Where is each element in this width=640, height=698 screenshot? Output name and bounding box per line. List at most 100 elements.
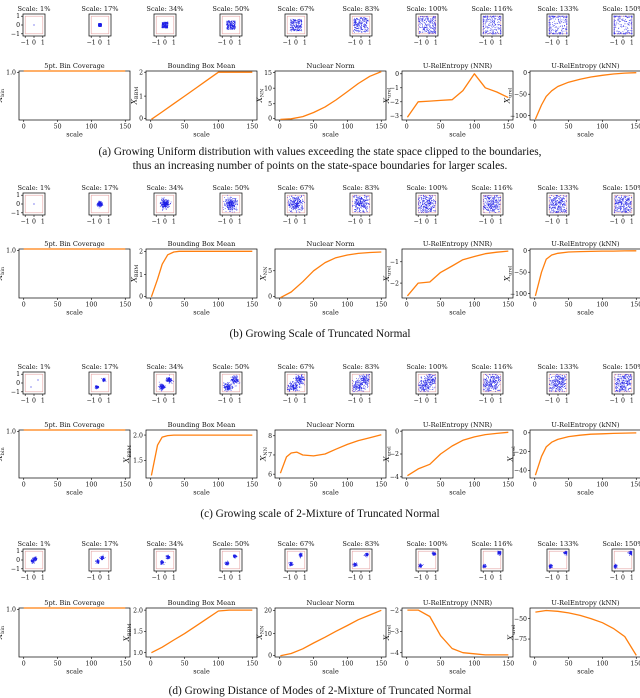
scatter-point <box>365 18 366 19</box>
scatter-point <box>555 200 556 201</box>
scatter-point <box>421 16 422 17</box>
scatter-point <box>298 207 299 208</box>
scatter-point <box>495 29 496 30</box>
scatter-point <box>361 199 362 200</box>
scatter-point <box>558 33 559 34</box>
scatter-point <box>101 378 102 379</box>
scatter-point <box>353 30 354 31</box>
scatter-point <box>369 203 370 204</box>
scatter-point <box>419 31 420 32</box>
y-axis-label: XNN <box>258 266 269 282</box>
scatter-point <box>293 20 294 21</box>
scatter-point <box>291 200 292 201</box>
scatter-point <box>426 24 427 25</box>
scatter-point <box>291 29 292 30</box>
scatter-point <box>428 209 429 210</box>
x-tick-label: −1 <box>152 40 161 47</box>
scatter-point <box>562 25 563 26</box>
scatter-point <box>495 16 496 17</box>
scatter-point <box>620 206 621 207</box>
scatter-point <box>553 212 554 213</box>
y-tick-label: 1.0 <box>6 70 16 77</box>
scatter-point <box>366 210 367 211</box>
x-tick-label: 1 <box>368 219 372 226</box>
line-chart: U-RelEntropy (kNN)050100150scale−100−500… <box>503 240 640 317</box>
scatter-point <box>495 206 496 207</box>
scatter-point <box>499 17 500 18</box>
scatter-point <box>163 198 164 199</box>
scatter-point <box>552 199 553 200</box>
scatter-point <box>493 209 494 210</box>
scatter-point <box>500 20 501 21</box>
scatter-point <box>621 19 622 20</box>
scatter-point <box>484 28 485 29</box>
scatter-point <box>293 23 294 24</box>
scatter-point <box>227 204 228 205</box>
scatter-point <box>620 208 621 209</box>
scatter-point <box>293 29 294 30</box>
scatter-point <box>614 21 615 22</box>
scatter-point <box>556 196 557 197</box>
scatter-point <box>34 204 35 205</box>
scatter-point <box>296 20 297 21</box>
scatter-point <box>493 17 494 18</box>
scatter-point <box>297 206 298 207</box>
scatter-point <box>356 18 357 19</box>
scatter-point <box>625 197 626 198</box>
scatter-point <box>618 28 619 29</box>
scatter-point <box>620 204 621 205</box>
scatter-point <box>428 200 429 201</box>
scatter-point <box>229 202 230 203</box>
scatter-point <box>435 32 436 33</box>
scatter-point <box>563 210 564 211</box>
scatter-point <box>231 25 232 26</box>
scatter-point <box>618 33 619 34</box>
scatter-point <box>359 211 360 212</box>
scatter-point <box>433 210 434 211</box>
scatter-point <box>559 211 560 212</box>
scatter-point <box>367 200 368 201</box>
scatter-point <box>495 24 496 25</box>
scatter-point <box>549 209 550 210</box>
scatter-point <box>235 204 236 205</box>
scatter-point <box>549 17 550 18</box>
scatter-point <box>354 21 355 22</box>
scatter-point <box>162 23 163 24</box>
scatter-point <box>621 206 622 207</box>
scatter-point <box>550 27 551 28</box>
scatter-point <box>292 205 293 206</box>
scatter-point <box>499 211 500 212</box>
scatter-point <box>298 203 299 204</box>
scatter-point <box>363 206 364 207</box>
scatter-point <box>356 205 357 206</box>
scatter-point <box>552 207 553 208</box>
scatter-point <box>292 29 293 30</box>
scatter-point <box>628 200 629 201</box>
scatter-point <box>558 201 559 202</box>
scatter-point <box>496 212 497 213</box>
scatter-point <box>617 209 618 210</box>
scatter-point <box>621 16 622 17</box>
scatter-point <box>231 201 232 202</box>
scatter-point <box>422 24 423 25</box>
scatter-point <box>624 26 625 27</box>
scatter-point <box>563 16 564 17</box>
scatter-point <box>495 200 496 201</box>
scatter-point <box>431 203 432 204</box>
scatter-point <box>566 17 567 18</box>
scatter-point <box>228 200 229 201</box>
y-tick-label: 2 <box>139 69 143 76</box>
scatter-point <box>483 19 484 20</box>
x-tick-label: 1 <box>172 40 176 47</box>
scatter-point <box>431 31 432 32</box>
scatter-point <box>556 27 557 28</box>
scatter-point <box>499 199 500 200</box>
scatter-point <box>234 26 235 27</box>
scatter-point <box>295 203 296 204</box>
scatter-point <box>615 205 616 206</box>
scatter-point <box>357 200 358 201</box>
scatter-point <box>359 203 360 204</box>
scatter-point <box>564 212 565 213</box>
scatter-point <box>619 201 620 202</box>
